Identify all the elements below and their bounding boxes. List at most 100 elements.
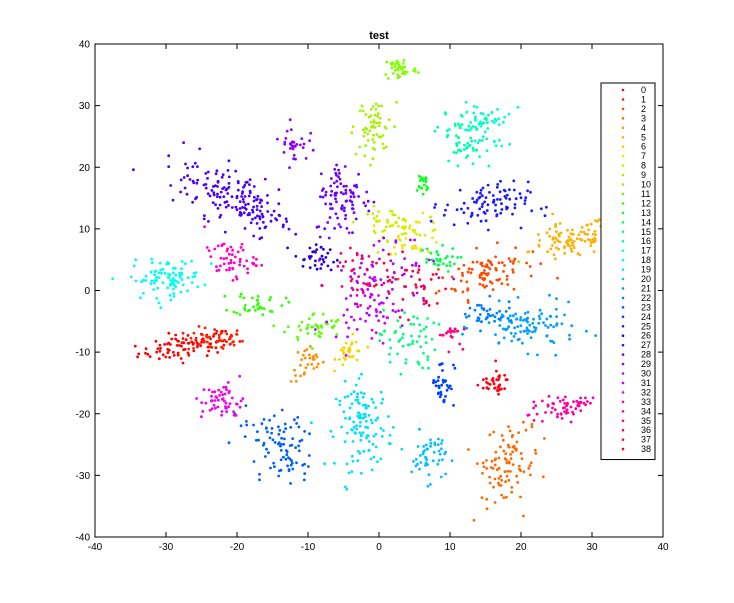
data-point: [293, 418, 296, 422]
data-point: [548, 234, 552, 238]
data-point: [357, 275, 360, 278]
data-point: [485, 467, 488, 470]
data-point: [554, 230, 558, 234]
legend-label: 35: [641, 416, 651, 426]
data-point: [269, 309, 273, 313]
data-point: [211, 201, 215, 205]
data-point: [415, 220, 419, 224]
data-point: [252, 185, 256, 188]
data-point: [537, 314, 541, 318]
data-point: [444, 256, 447, 260]
data-point: [431, 236, 434, 240]
data-point: [323, 227, 327, 231]
data-point: [262, 418, 266, 421]
data-point: [531, 321, 535, 325]
data-point: [355, 424, 358, 427]
data-point: [361, 291, 365, 295]
data-point: [219, 390, 223, 394]
data-point: [452, 363, 455, 367]
data-point: [184, 262, 187, 266]
data-point: [589, 222, 593, 226]
data-point: [358, 424, 362, 428]
plot-area: -40 -30 -20 -10 0 10 20 30 40 -40-30-20-10010203…: [76, 40, 669, 554]
data-point: [306, 323, 310, 327]
series-13: [415, 174, 430, 196]
data-point: [432, 381, 435, 385]
data-point: [354, 432, 357, 435]
data-point: [202, 217, 206, 221]
data-point: [223, 392, 227, 396]
data-point: [364, 425, 367, 429]
data-point: [557, 232, 561, 236]
data-point: [349, 392, 353, 396]
data-point: [186, 166, 190, 170]
data-point: [280, 304, 284, 307]
data-point: [400, 244, 404, 247]
data-point: [375, 261, 378, 265]
data-point: [388, 224, 392, 228]
data-point: [549, 323, 553, 327]
data-point: [429, 278, 433, 281]
data-point: [486, 382, 490, 385]
legend-label: 8: [641, 161, 646, 171]
data-point: [521, 341, 524, 345]
data-point: [472, 518, 476, 522]
data-point: [335, 200, 338, 204]
series-38: [476, 359, 509, 396]
data-point: [155, 297, 159, 300]
data-point: [529, 461, 533, 465]
data-point: [207, 220, 210, 223]
data-point: [272, 209, 276, 213]
data-point: [332, 181, 336, 185]
data-point: [292, 140, 296, 144]
data-point: [338, 403, 342, 407]
data-point: [509, 457, 513, 460]
data-point: [504, 452, 508, 456]
data-point: [320, 284, 324, 288]
data-point: [270, 431, 273, 435]
data-point: [566, 411, 570, 415]
data-point: [312, 367, 316, 370]
data-point: [594, 334, 597, 337]
data-point: [569, 420, 573, 424]
data-point: [488, 294, 492, 298]
data-point: [414, 264, 418, 267]
data-point: [517, 464, 521, 468]
data-point: [299, 328, 302, 332]
data-point: [269, 296, 272, 299]
legend-label: 34: [641, 406, 651, 416]
data-point: [351, 459, 355, 463]
data-point: [366, 306, 370, 310]
data-point: [480, 271, 483, 275]
data-point: [209, 262, 213, 265]
data-point: [194, 339, 198, 342]
data-point: [424, 455, 427, 459]
data-point: [230, 334, 234, 338]
data-point: [377, 294, 380, 297]
data-point: [437, 323, 441, 326]
data-point: [497, 378, 500, 382]
data-point: [242, 296, 246, 300]
data-point: [422, 327, 426, 331]
legend-label: 0: [641, 85, 646, 95]
legend-label: 4: [641, 123, 646, 133]
data-point: [142, 291, 145, 295]
legend-label: 38: [641, 444, 651, 454]
data-point: [203, 214, 206, 218]
data-point: [313, 332, 317, 336]
data-point: [323, 462, 326, 466]
data-point: [214, 203, 218, 207]
data-point: [451, 255, 454, 259]
data-point: [417, 71, 420, 74]
data-point: [418, 467, 421, 471]
data-point: [397, 224, 400, 228]
data-point: [455, 142, 458, 145]
data-point: [361, 403, 365, 407]
data-point: [591, 232, 595, 236]
data-point: [461, 332, 464, 336]
data-point: [395, 100, 398, 104]
data-point: [512, 179, 516, 183]
data-point: [436, 392, 440, 396]
data-point: [220, 339, 224, 343]
data-point: [193, 161, 197, 165]
